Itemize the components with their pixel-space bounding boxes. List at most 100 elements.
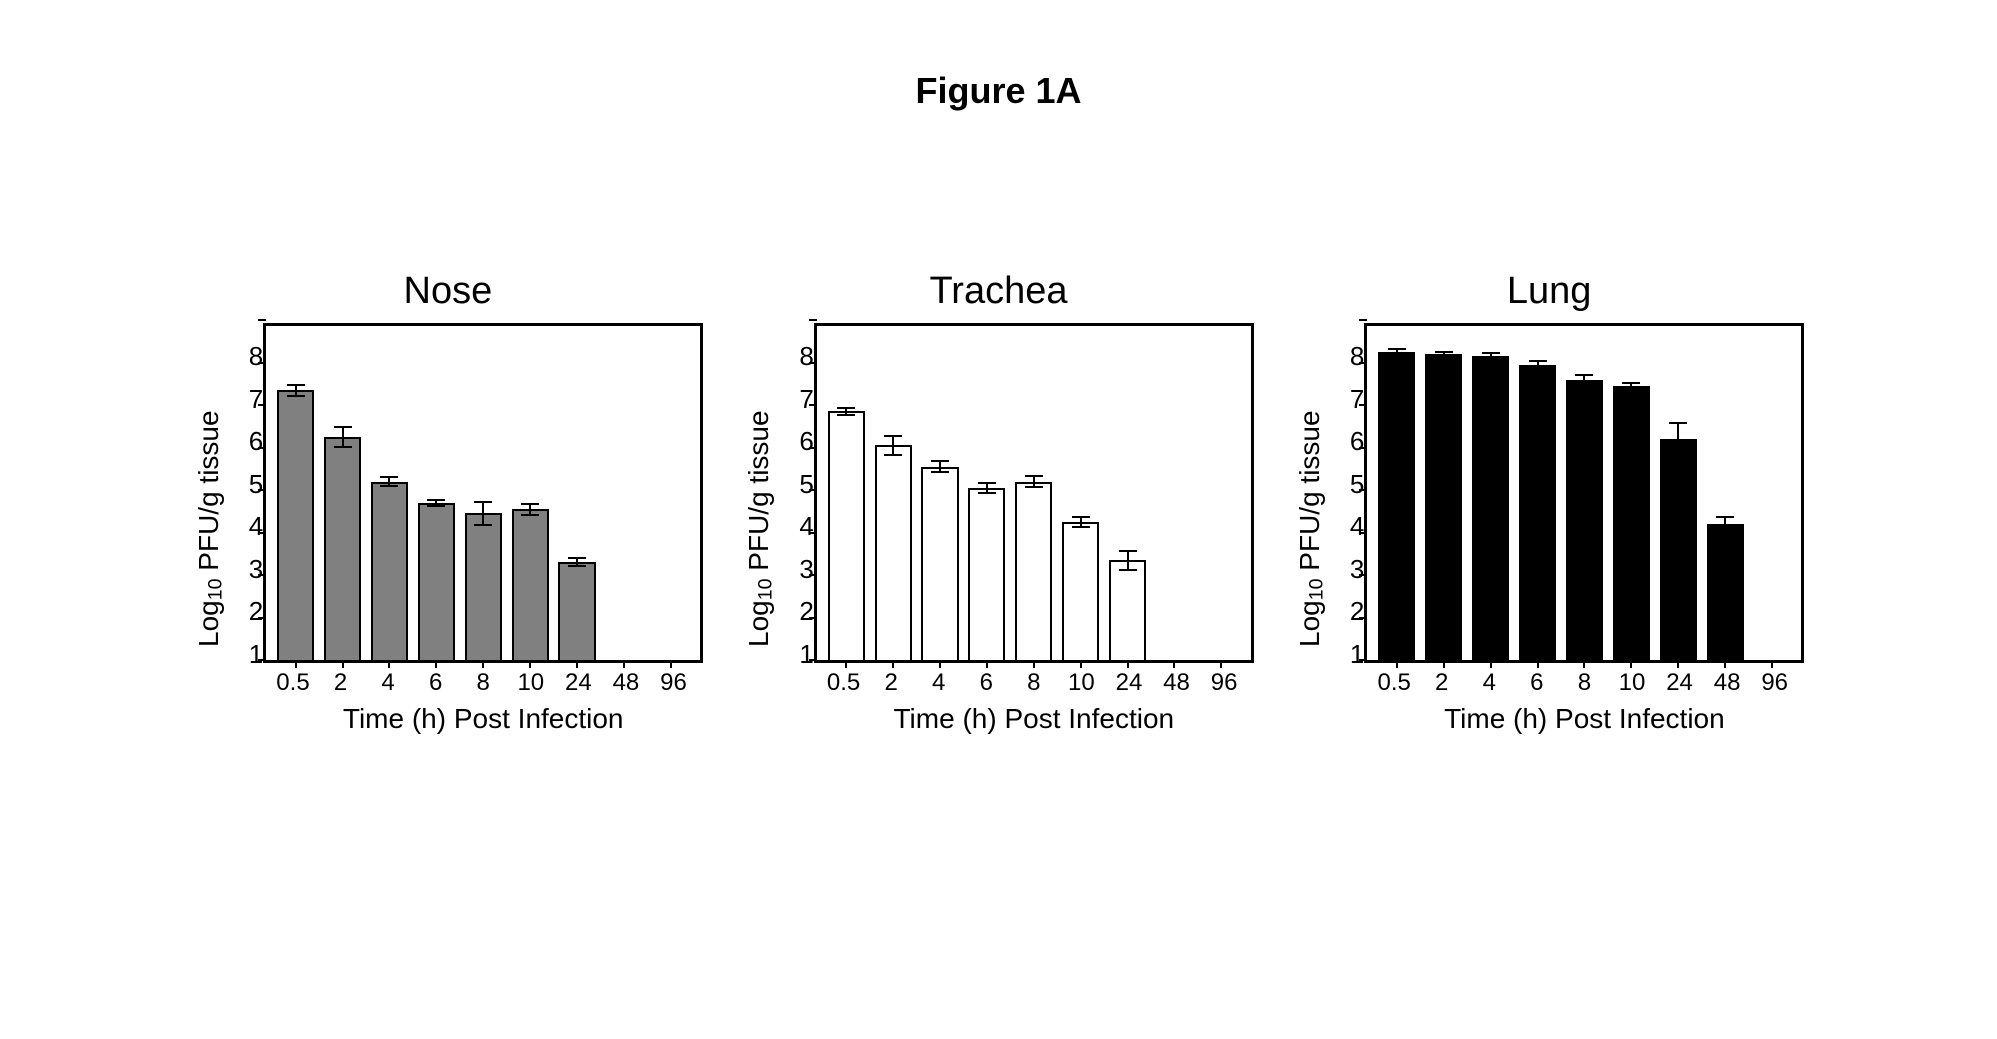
chart-body: Log10 PFU/g tissue123456780.524681024489… (1294, 323, 1805, 735)
x-ticks: 0.5246810244896 (814, 663, 1254, 697)
error-bar-cap-bottom (521, 514, 539, 516)
chart-body: Log10 PFU/g tissue123456780.524681024489… (193, 323, 704, 735)
x-tick-mark (529, 660, 531, 668)
y-tick-label: 7 (799, 384, 813, 415)
y-tick-label: 4 (249, 511, 263, 542)
y-tick-label: 3 (799, 554, 813, 585)
y-tick-mark (258, 574, 266, 576)
error-bar-cap-bottom (287, 395, 305, 397)
bar (558, 562, 595, 660)
error-bar-cap-top (1072, 516, 1090, 518)
error-bar-cap-top (931, 460, 949, 462)
y-tick-mark (1359, 362, 1367, 364)
error-bar-cap-top (1529, 360, 1547, 362)
x-tick-label: 96 (650, 669, 698, 697)
bar (1660, 439, 1697, 660)
y-tick-label: 2 (1350, 596, 1364, 627)
error-bar-cap-top (1575, 374, 1593, 376)
x-tick-mark (1771, 660, 1773, 668)
x-tick-mark (1677, 660, 1679, 668)
x-tick-mark (892, 660, 894, 668)
x-tick-label: 6 (412, 669, 460, 697)
y-tick-label: 5 (799, 469, 813, 500)
bar (828, 411, 865, 660)
bar-slot (1514, 326, 1561, 660)
error-bar-cap-top (1716, 516, 1734, 518)
chart-title: Lung (1507, 270, 1592, 313)
x-tick-label: 8 (1010, 669, 1058, 697)
bar (1425, 354, 1462, 660)
error-bar-cap-top (1482, 352, 1500, 354)
x-tick-mark (1173, 660, 1175, 668)
error-bar-cap-bottom (978, 492, 996, 494)
chart-panel-nose: NoseLog10 PFU/g tissue123456780.52468102… (193, 270, 704, 735)
y-tick-mark (258, 489, 266, 491)
x-tick-mark (1127, 660, 1129, 668)
bar-slot (272, 326, 319, 660)
error-bar-stem (1127, 550, 1129, 571)
bar-slot (1467, 326, 1514, 660)
bar-slot (870, 326, 917, 660)
bar-slot (366, 326, 413, 660)
bars-container (817, 326, 1251, 660)
error-bar-cap-top (1025, 475, 1043, 477)
x-tick-mark (342, 660, 344, 668)
error-bar-cap-bottom (884, 454, 902, 456)
y-tick-mark (258, 362, 266, 364)
y-tick-label: 2 (799, 596, 813, 627)
bar-slot (823, 326, 870, 660)
x-tick-mark (1724, 660, 1726, 668)
chart-panel-lung: LungLog10 PFU/g tissue123456780.52468102… (1294, 270, 1805, 735)
x-tick-mark (1537, 660, 1539, 668)
error-bar-cap-top (837, 407, 855, 409)
y-tick-mark (258, 404, 266, 406)
y-tick-label: 4 (1350, 511, 1364, 542)
y-tick-mark (809, 574, 817, 576)
x-axis-label: Time (h) Post Infection (1364, 703, 1804, 735)
bar-slot (460, 326, 507, 660)
bar (1519, 365, 1556, 660)
error-bar-cap-bottom (1025, 486, 1043, 488)
error-bar-cap-bottom (1388, 353, 1406, 355)
x-ticks: 0.5246810244896 (263, 663, 703, 697)
error-bar-cap-top (521, 503, 539, 505)
x-tick-label: 10 (1608, 669, 1656, 697)
x-tick-label: 4 (915, 669, 963, 697)
bar-slot (1373, 326, 1420, 660)
y-tick-label: 1 (799, 639, 813, 670)
y-tick-label: 5 (1350, 469, 1364, 500)
error-bar-cap-top (287, 384, 305, 386)
y-tick-mark (809, 489, 817, 491)
x-tick-mark (1630, 660, 1632, 668)
y-tick-mark (1359, 574, 1367, 576)
bar-slot (1420, 326, 1467, 660)
bar-slot (1702, 326, 1749, 660)
y-tick-mark (1359, 617, 1367, 619)
y-tick-mark (258, 447, 266, 449)
bar-slot (1198, 326, 1245, 660)
y-ticks-wrap: 12345678 (784, 359, 814, 699)
charts-row: NoseLog10 PFU/g tissue123456780.52468102… (0, 270, 1997, 735)
x-tick-label: 96 (1200, 669, 1248, 697)
x-tick-mark (986, 660, 988, 668)
bar-slot (554, 326, 601, 660)
bar-slot (1749, 326, 1796, 660)
error-bar-cap-bottom (1072, 526, 1090, 528)
bar-slot (963, 326, 1010, 660)
bar (968, 488, 1005, 660)
error-bar-stem (1677, 422, 1679, 456)
x-tick-label: 6 (962, 669, 1010, 697)
bar (875, 445, 912, 660)
x-tick-mark (1033, 660, 1035, 668)
x-tick-mark (1220, 660, 1222, 668)
page: Figure 1A NoseLog10 PFU/g tissue12345678… (0, 0, 1997, 1039)
x-tick-mark (623, 660, 625, 668)
x-tick-label: 0.5 (820, 669, 868, 697)
error-bar-cap-top (884, 435, 902, 437)
bar (1109, 560, 1146, 660)
plot-area (263, 323, 703, 663)
error-bar-stem (342, 426, 344, 447)
bar-slot (647, 326, 694, 660)
x-tick-mark (939, 660, 941, 668)
x-tick-label: 48 (1703, 669, 1751, 697)
